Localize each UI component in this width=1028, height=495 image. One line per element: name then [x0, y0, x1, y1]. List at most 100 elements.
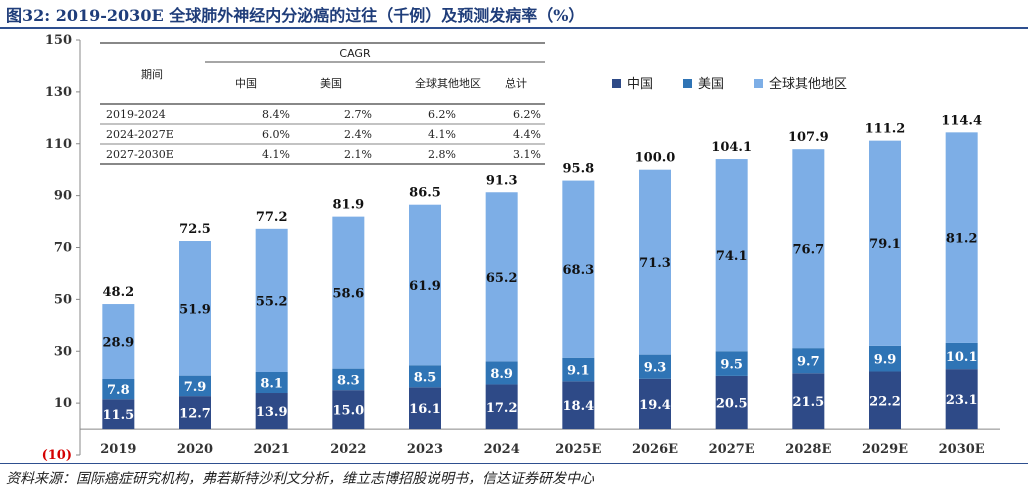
- legend-swatch: [754, 79, 763, 88]
- bar-segment: [332, 368, 365, 391]
- data-label: 9.3: [644, 361, 667, 376]
- x-tick-label: 2029E: [862, 442, 908, 457]
- legend-label: 美国: [698, 77, 724, 92]
- axes: (10) 10 30 50 70 90 110 130 150: [42, 33, 1000, 462]
- bar-segment: [869, 140, 901, 346]
- table-cell: 2.7%: [344, 108, 372, 121]
- table-cell: 3.1%: [513, 148, 541, 161]
- data-label: 18.4: [562, 399, 594, 414]
- bar-segment: [562, 357, 595, 382]
- bar-segment: [639, 354, 671, 379]
- data-label: 28.9: [102, 336, 134, 351]
- bar-segment: [409, 387, 441, 430]
- x-tick-label: 2023: [407, 442, 443, 457]
- x-tick-label: 2022: [330, 442, 366, 457]
- chart-title: 图32: 2019-2030E 全球肺外神经内分泌癌的过往（千例）及预测发病率（…: [6, 6, 585, 25]
- legend-label: 中国: [627, 77, 653, 92]
- bar-segment: [255, 372, 288, 394]
- x-tick-label: 2027E: [709, 442, 755, 457]
- total-label: 77.2: [256, 210, 288, 225]
- y-tick-label: 90: [54, 189, 72, 204]
- bar-segment: [179, 241, 211, 376]
- data-label: 16.1: [409, 402, 441, 417]
- x-tick-label: 2028E: [785, 442, 831, 457]
- table-cell: 2.8%: [428, 148, 456, 161]
- y-tick-label: 110: [45, 137, 72, 152]
- total-label: 72.5: [179, 222, 211, 237]
- x-tick-label: 2026E: [632, 442, 678, 457]
- bar-segment: [179, 396, 211, 430]
- table-column-header: 全球其他地区: [415, 76, 481, 90]
- data-label: 15.0: [332, 404, 364, 419]
- data-label: 71.3: [639, 256, 671, 271]
- legend: 中国 美国 全球其他地区: [612, 76, 847, 92]
- table-cell: 6.0%: [262, 128, 290, 141]
- table-cagr-header: CAGR: [339, 47, 371, 60]
- bar-segment: [485, 192, 518, 362]
- y-tick-label: 130: [45, 85, 72, 100]
- bar-segment: [945, 132, 978, 343]
- data-label: 19.4: [639, 398, 671, 413]
- bar-segment: [179, 375, 211, 397]
- bar-segment: [409, 365, 441, 388]
- data-label: 74.1: [716, 249, 748, 264]
- table-row-period: 2024-2027E: [106, 128, 174, 141]
- data-label: 9.5: [720, 358, 743, 373]
- bottom-rule: [0, 463, 1028, 464]
- table-cell: 4.1%: [262, 148, 290, 161]
- bar-segment: [792, 373, 825, 430]
- bar-segment: [562, 381, 595, 430]
- data-label: 12.7: [179, 407, 211, 422]
- table-column-header: 美国: [320, 77, 342, 90]
- x-tick-label: 2030E: [939, 442, 985, 457]
- table-cell: 2.4%: [344, 128, 372, 141]
- bar-segment: [255, 393, 288, 430]
- data-label: 22.2: [869, 394, 901, 409]
- data-label: 17.2: [486, 401, 518, 416]
- data-label: 7.8: [107, 383, 130, 398]
- data-label: 79.1: [869, 237, 901, 252]
- data-label: 51.9: [179, 302, 211, 317]
- bar-segment: [102, 399, 135, 430]
- x-tick-label: 2021: [254, 442, 290, 457]
- total-label: 107.9: [788, 130, 829, 145]
- legend-label: 全球其他地区: [769, 76, 847, 92]
- bar-segment: [562, 180, 595, 358]
- bar-segment: [945, 369, 978, 430]
- bar-segment: [792, 348, 825, 374]
- table-cell: 6.2%: [513, 108, 541, 121]
- data-label: 81.2: [946, 232, 978, 247]
- total-label: 111.2: [865, 122, 906, 137]
- data-label: 8.1: [260, 377, 283, 392]
- bar-segment: [409, 204, 441, 366]
- total-label: 48.2: [102, 285, 134, 300]
- bar-segment: [102, 379, 135, 400]
- bar-segment: [255, 228, 288, 372]
- table-cell: 4.1%: [428, 128, 456, 141]
- bar-segment: [485, 361, 518, 385]
- bar-segment: [869, 345, 901, 372]
- bar-segment: [715, 159, 748, 352]
- table-cell: 4.4%: [513, 128, 541, 141]
- data-label: 68.3: [562, 263, 594, 278]
- data-label: 23.1: [946, 393, 978, 408]
- bar-segment: [102, 304, 135, 380]
- data-label: 8.9: [490, 367, 513, 382]
- y-tick-label: 10: [54, 396, 72, 411]
- x-tick-label: 2020: [177, 442, 213, 457]
- bar-segment: [869, 371, 901, 430]
- y-tick-label: (10): [42, 448, 72, 462]
- bar-segment: [332, 216, 365, 369]
- table-row-period: 2019-2024: [106, 108, 166, 121]
- total-label: 104.1: [711, 140, 752, 155]
- y-tick-label: 50: [54, 292, 72, 307]
- bar-segment: [715, 375, 748, 430]
- data-label: 61.9: [409, 279, 441, 294]
- y-tick-label: 150: [45, 33, 72, 48]
- data-label: 11.5: [102, 408, 134, 423]
- data-label: 58.6: [332, 287, 364, 302]
- table-cell: 6.2%: [428, 108, 456, 121]
- table-column-header: 总计: [505, 76, 527, 90]
- bar-segment: [639, 378, 671, 430]
